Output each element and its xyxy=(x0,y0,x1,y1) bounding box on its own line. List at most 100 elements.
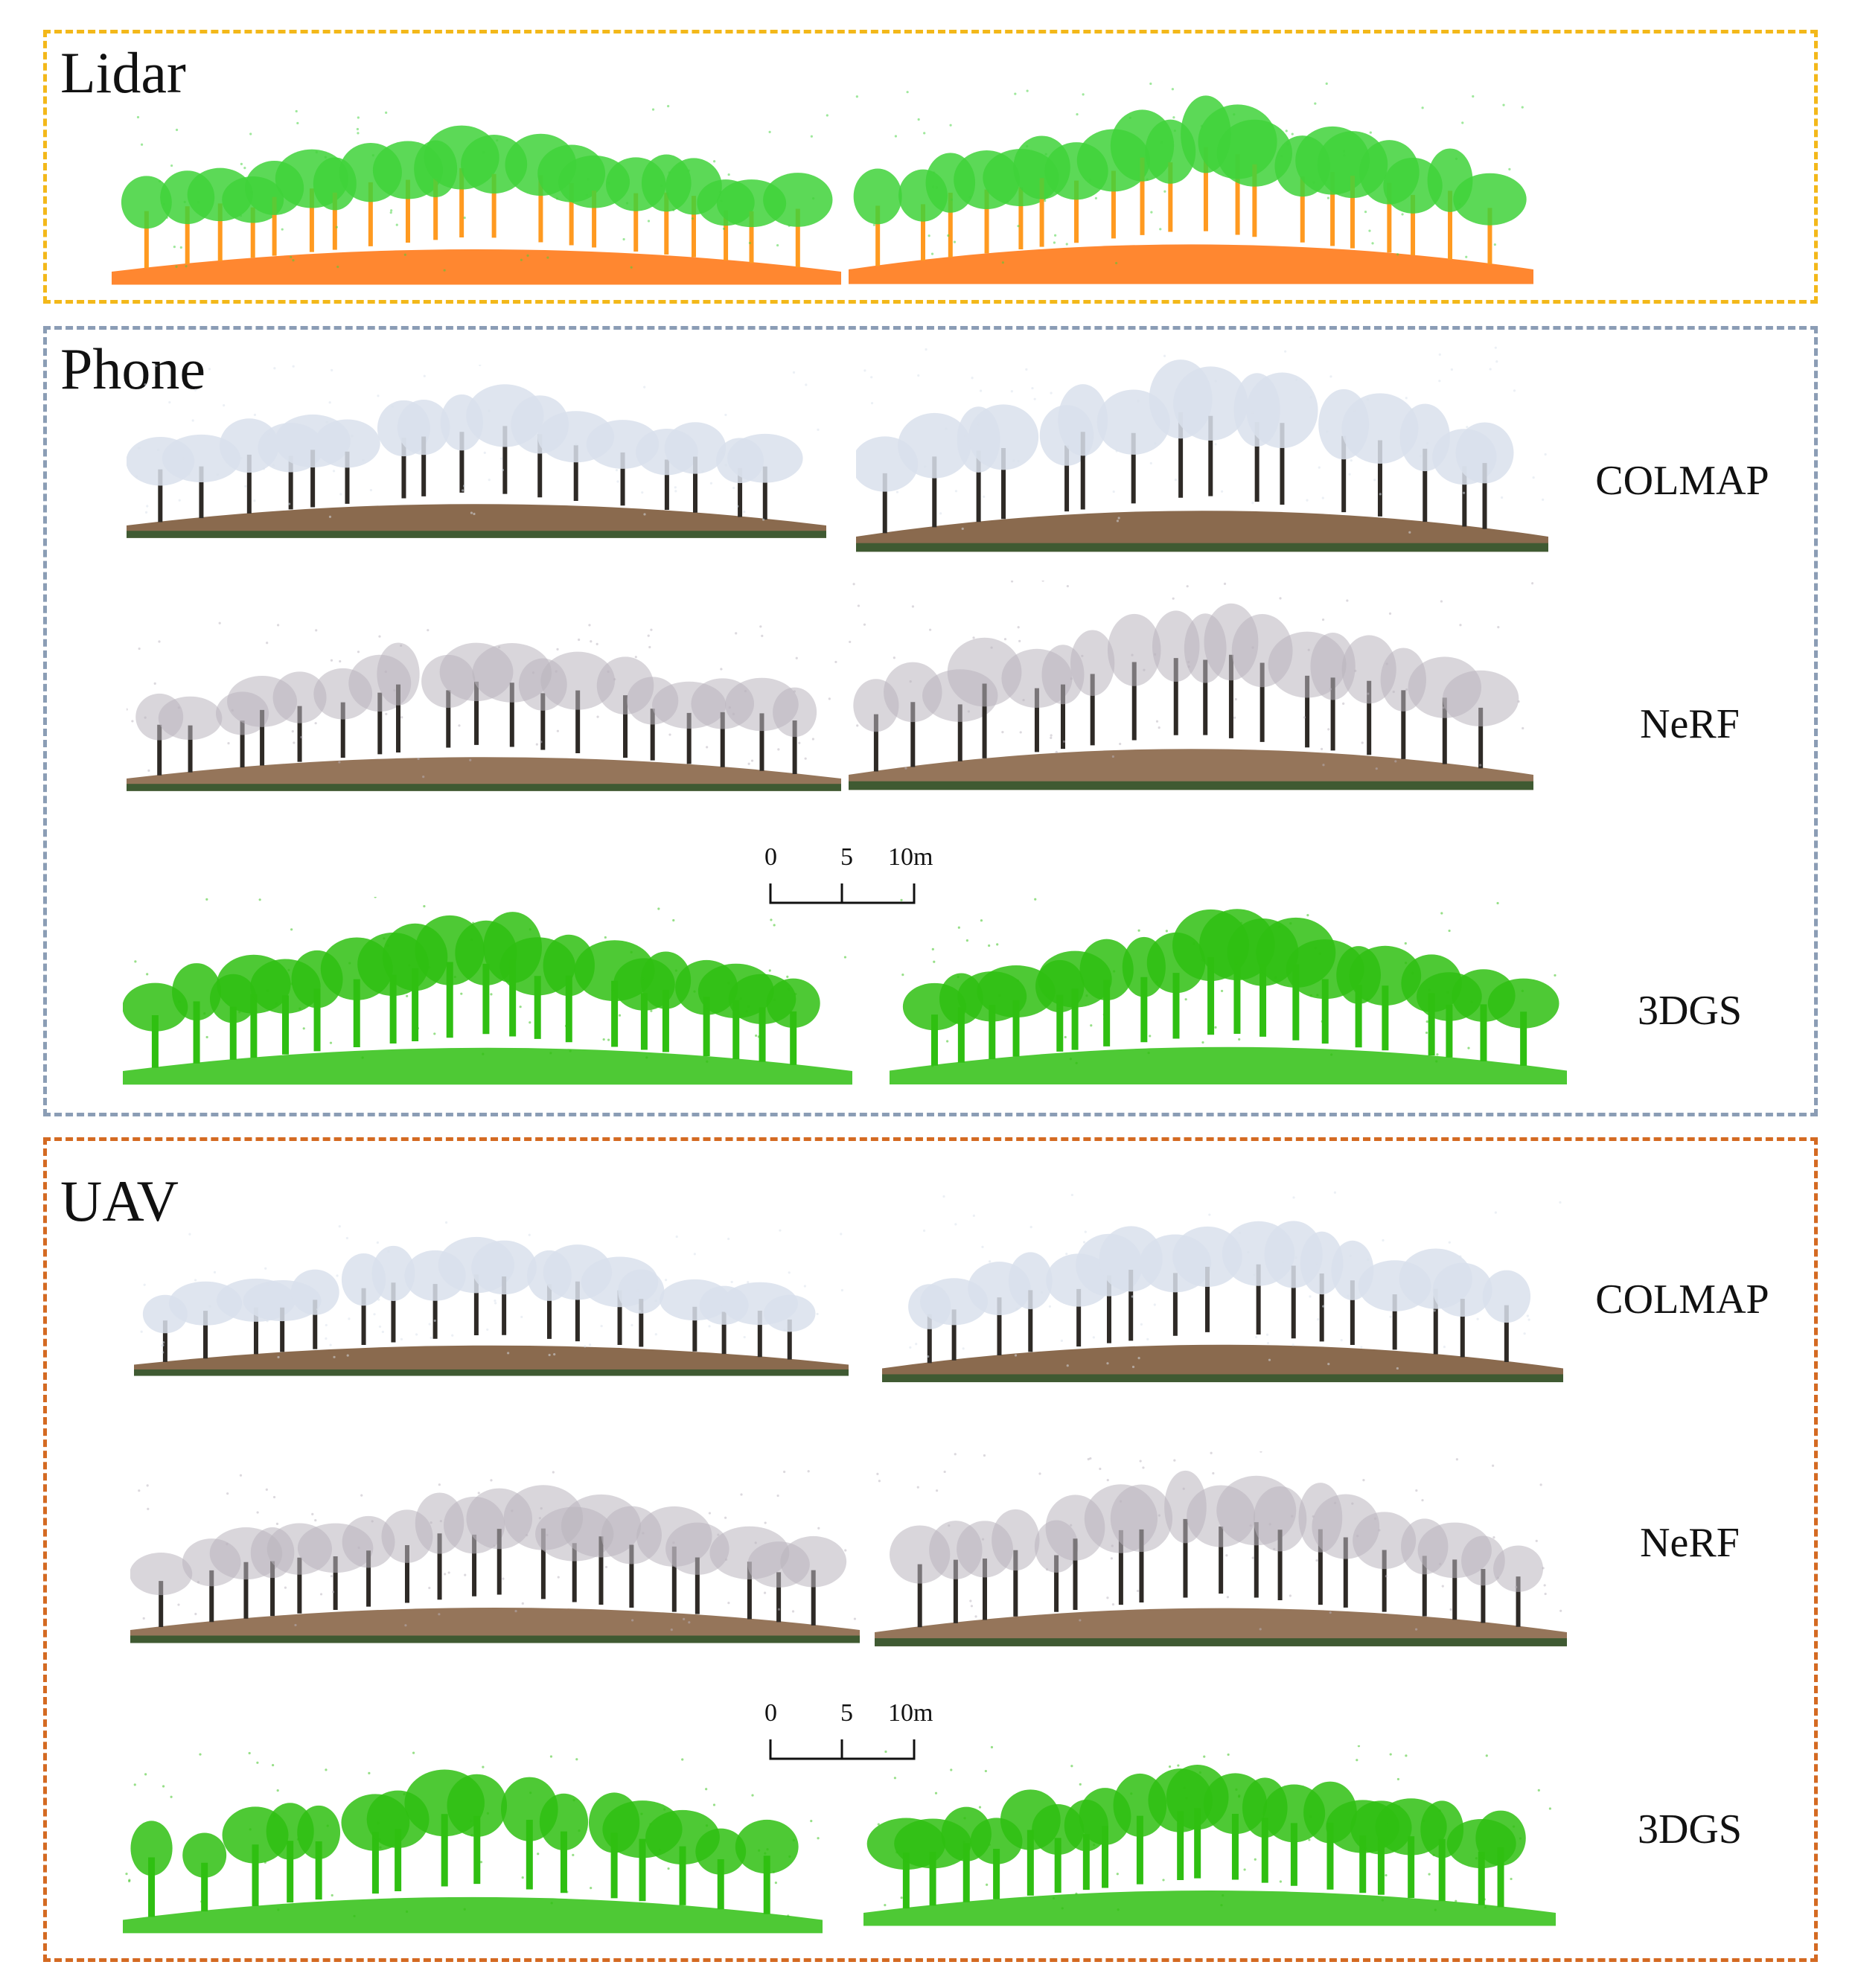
noise-point xyxy=(884,1750,887,1754)
noise-point xyxy=(1421,1499,1424,1502)
noise-point xyxy=(493,1544,496,1547)
noise-point xyxy=(758,1849,761,1852)
noise-point xyxy=(520,1315,523,1319)
noise-point xyxy=(1090,1024,1093,1027)
noise-point xyxy=(277,624,280,627)
noise-point xyxy=(817,428,820,431)
noise-point xyxy=(1088,179,1091,182)
noise-point xyxy=(1435,1060,1438,1063)
noise-point xyxy=(293,741,296,744)
noise-point xyxy=(1061,1907,1064,1910)
noise-point xyxy=(199,1753,202,1756)
noise-point xyxy=(1428,988,1431,992)
noise-point xyxy=(856,724,859,727)
noise-point xyxy=(757,1035,760,1038)
noise-point xyxy=(954,490,958,493)
noise-point xyxy=(520,258,523,261)
tree-crown xyxy=(727,433,803,483)
noise-point xyxy=(256,1761,259,1764)
noise-point xyxy=(378,1325,382,1329)
noise-point xyxy=(194,389,197,391)
noise-point xyxy=(1353,409,1356,412)
ground-mound xyxy=(849,244,1533,284)
noise-point xyxy=(1465,255,1468,258)
noise-point xyxy=(331,1591,335,1594)
noise-point xyxy=(701,470,704,473)
noise-point xyxy=(708,1325,711,1328)
noise-point xyxy=(443,269,446,272)
noise-point xyxy=(138,647,141,651)
noise-point xyxy=(415,1034,418,1037)
noise-point xyxy=(916,1486,919,1489)
noise-point xyxy=(373,1313,376,1316)
noise-point xyxy=(377,1821,380,1825)
noise-point xyxy=(600,1325,603,1328)
noise-point xyxy=(915,1343,918,1346)
noise-point xyxy=(1254,1335,1258,1339)
noise-point xyxy=(264,1267,267,1270)
noise-point xyxy=(276,1789,279,1792)
noise-point xyxy=(1183,1786,1186,1789)
noise-point xyxy=(208,368,211,371)
noise-point xyxy=(604,1565,608,1569)
noise-point xyxy=(1116,520,1120,522)
noise-point xyxy=(768,130,771,133)
noise-point xyxy=(631,1619,634,1622)
point-cloud-svg xyxy=(112,104,841,285)
noise-point xyxy=(1316,994,1319,997)
noise-point xyxy=(188,473,191,476)
noise-point xyxy=(405,1910,409,1913)
scale-tick-10: 10m xyxy=(888,1699,933,1727)
noise-point xyxy=(144,1773,147,1776)
noise-point xyxy=(1174,478,1178,482)
noise-point xyxy=(664,1279,668,1282)
noise-point xyxy=(346,1354,349,1357)
point-cloud-svg xyxy=(134,1221,849,1376)
noise-point xyxy=(1537,1789,1540,1792)
noise-point xyxy=(188,1233,191,1236)
tree-crown xyxy=(1383,157,1443,214)
noise-point xyxy=(556,729,559,732)
noise-point xyxy=(1411,971,1414,975)
noise-point xyxy=(168,400,171,404)
noise-point xyxy=(894,135,898,138)
noise-point xyxy=(972,1214,975,1217)
noise-point xyxy=(393,688,396,692)
noise-point xyxy=(1475,1857,1478,1860)
noise-point xyxy=(395,223,398,226)
noise-point xyxy=(1342,150,1346,153)
noise-point xyxy=(564,1024,568,1027)
lidar-point-cloud-right xyxy=(849,82,1533,290)
tree-crown xyxy=(314,419,380,468)
point-cloud-svg xyxy=(856,346,1548,552)
noise-point xyxy=(133,1783,136,1786)
noise-point xyxy=(934,1792,938,1794)
noise-point xyxy=(1443,1346,1446,1349)
noise-point xyxy=(572,1853,575,1856)
noise-point xyxy=(1389,1315,1392,1318)
noise-point xyxy=(136,115,140,119)
noise-point xyxy=(331,1893,333,1897)
noise-point xyxy=(1397,1805,1401,1808)
noise-point xyxy=(537,1853,540,1856)
noise-point xyxy=(473,512,476,516)
noise-point xyxy=(1438,380,1441,383)
noise-point xyxy=(521,1602,524,1605)
noise-point xyxy=(1069,1058,1072,1061)
noise-point xyxy=(1364,210,1367,214)
noise-point xyxy=(1137,929,1140,932)
noise-point xyxy=(1385,662,1388,665)
noise-point xyxy=(272,1815,276,1818)
noise-point xyxy=(964,434,967,438)
noise-point xyxy=(404,1624,407,1627)
noise-point xyxy=(1238,1038,1241,1041)
noise-point xyxy=(743,1335,746,1339)
noise-point xyxy=(557,1576,560,1579)
noise-point xyxy=(1385,1575,1388,1578)
noise-point xyxy=(447,1571,450,1574)
noise-point xyxy=(357,116,360,119)
uav-group: UAV xyxy=(43,1137,1818,1962)
noise-point xyxy=(1163,190,1166,193)
noise-point xyxy=(1321,1020,1324,1023)
noise-point xyxy=(691,217,694,220)
